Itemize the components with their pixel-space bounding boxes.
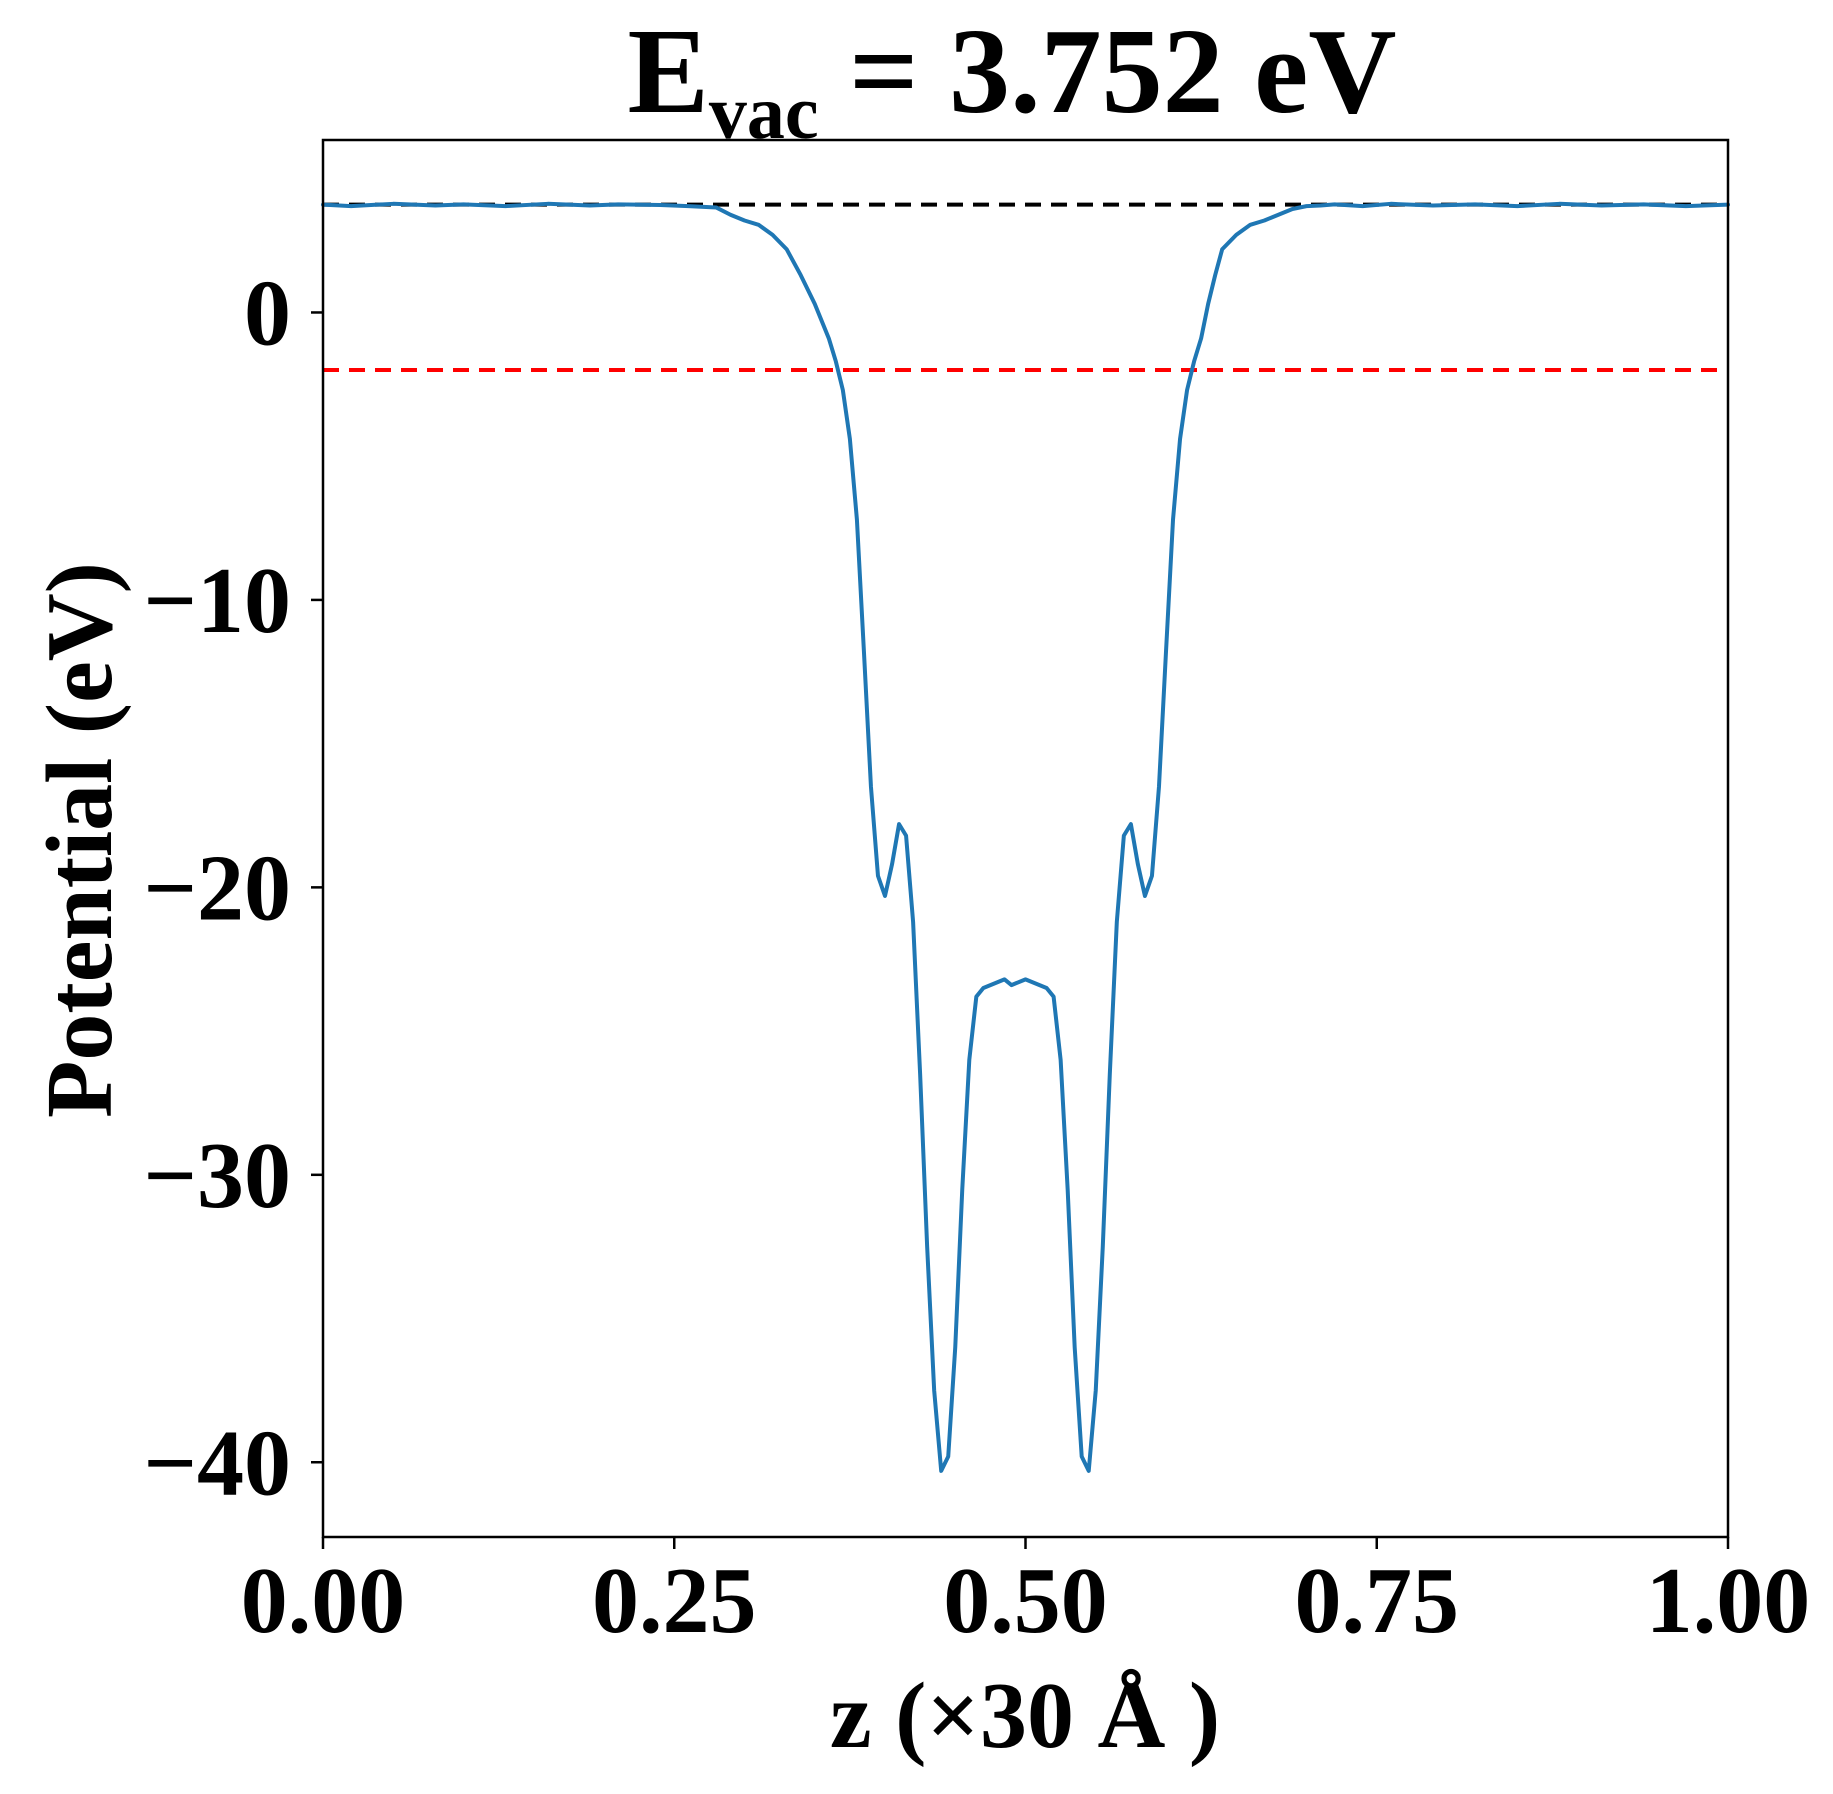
y-tick-label: −30 [143, 1124, 291, 1228]
series-line-0 [321, 201, 1730, 1473]
x-tick-label: 1.00 [1646, 1549, 1811, 1653]
x-axis-label: z (×30 Å ) [830, 1664, 1220, 1768]
y-axis-ticks: 0 −10 −20 −30 −40 [143, 261, 323, 1515]
chart-title-subscript: vac [709, 71, 819, 155]
x-axis-ticks: 0.00 0.25 0.50 0.75 1.00 [241, 1537, 1811, 1653]
x-tick-label: 0.00 [241, 1549, 406, 1653]
y-tick-label: −20 [143, 836, 291, 940]
chart-title: Evac = 3.752 eV [628, 4, 1397, 155]
y-tick-label: 0 [244, 261, 291, 365]
x-tick-label: 0.25 [592, 1549, 757, 1653]
series-layer [321, 201, 1730, 1473]
y-tick-label: −40 [143, 1411, 291, 1515]
x-tick-label: 0.50 [943, 1549, 1108, 1653]
y-tick-label: −10 [143, 549, 291, 653]
x-tick-label: 0.75 [1295, 1549, 1460, 1653]
chart-title-rest: = 3.752 eV [819, 4, 1397, 139]
chart-title-main: E [628, 4, 709, 139]
y-axis-label: Potential (eV) [28, 562, 132, 1118]
